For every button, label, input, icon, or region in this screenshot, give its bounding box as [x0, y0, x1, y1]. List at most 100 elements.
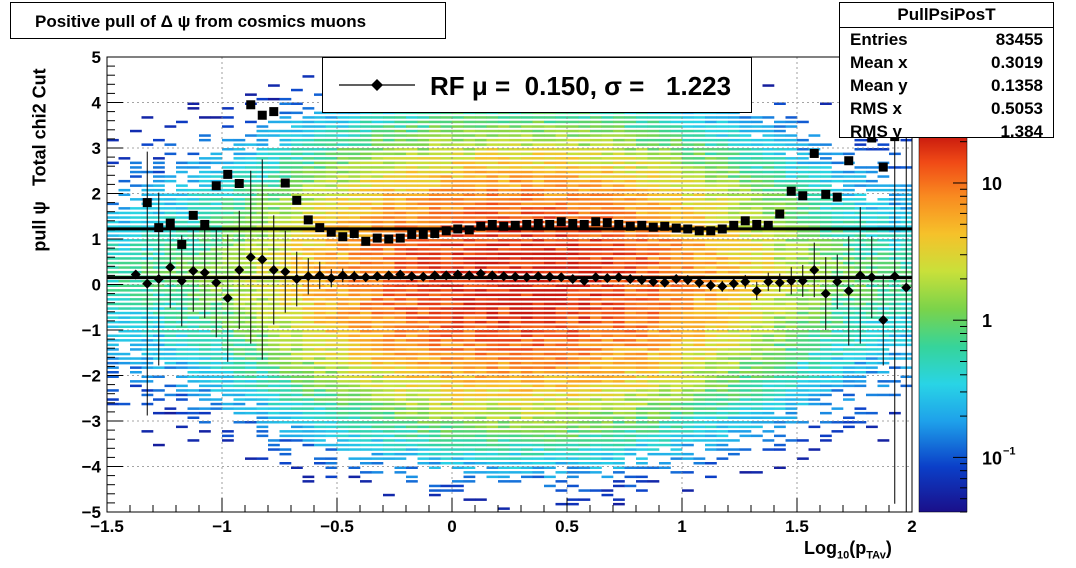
- heatmap-cell: [705, 298, 717, 301]
- heatmap-cell: [302, 184, 315, 187]
- heatmap-cell: [578, 175, 591, 178]
- heatmap-cell: [751, 243, 763, 247]
- heatmap-cell: [440, 184, 453, 187]
- heatmap-cell: [785, 234, 798, 237]
- heatmap-cell: [486, 134, 499, 137]
- heatmap-cell: [601, 170, 614, 174]
- heatmap-cell: [705, 143, 717, 146]
- heatmap-cell: [256, 425, 269, 429]
- heatmap-cell: [808, 348, 821, 351]
- heatmap-cell: [555, 289, 568, 292]
- heatmap-cell: [429, 266, 441, 269]
- heatmap-cell: [199, 198, 211, 201]
- heatmap-cell: [486, 421, 499, 424]
- heatmap-cell: [521, 307, 533, 310]
- heatmap-cell: [302, 298, 315, 301]
- heatmap-cell: [371, 334, 384, 337]
- heatmap-cell: [325, 334, 338, 337]
- heatmap-cell: [268, 361, 280, 365]
- heatmap-cell: [716, 239, 729, 242]
- heatmap-cell: [406, 343, 418, 347]
- heatmap-cell: [360, 425, 372, 429]
- heatmap-cell: [774, 384, 786, 388]
- heatmap-cell: [337, 293, 349, 297]
- heatmap-cell: [509, 411, 522, 415]
- heatmap-cell: [636, 439, 648, 442]
- heatmap-cell: [739, 138, 752, 142]
- heatmap-cell: [613, 134, 625, 137]
- heatmap-cell: [601, 448, 614, 451]
- heatmap-cell: [716, 402, 729, 406]
- heatmap-cell: [567, 462, 579, 465]
- heatmap-cell: [256, 434, 269, 438]
- heatmap-cell: [590, 457, 602, 460]
- heatmap-cell: [567, 257, 579, 260]
- heatmap-cell: [716, 266, 729, 269]
- heatmap-cell: [521, 384, 533, 388]
- heatmap-cell: [233, 357, 246, 360]
- heatmap-cell: [682, 129, 694, 133]
- heatmap-cell: [509, 202, 522, 206]
- heatmap-cell: [210, 348, 223, 351]
- heatmap-cell: [659, 462, 671, 465]
- heatmap-cell: [532, 475, 545, 479]
- heatmap-cell: [532, 339, 545, 342]
- heatmap-cell: [337, 343, 349, 347]
- heatmap-cell: [452, 325, 464, 328]
- heatmap-cell: [567, 134, 579, 137]
- heatmap-cell: [613, 361, 625, 365]
- heatmap-cell: [291, 434, 303, 438]
- heatmap-cell: [107, 161, 119, 165]
- heatmap-cell: [371, 248, 384, 251]
- heatmap-cell: [498, 116, 510, 119]
- heatmap-cell: [268, 393, 280, 397]
- heatmap-cell: [647, 152, 660, 156]
- heatmap-cell: [371, 184, 384, 187]
- heatmap-cell: [659, 389, 671, 392]
- heatmap-cell: [601, 143, 614, 146]
- heatmap-cell: [670, 389, 683, 392]
- heatmap-cell: [705, 439, 717, 442]
- heatmap-cell: [417, 402, 430, 406]
- heatmap-cell: [682, 257, 694, 260]
- heatmap-cell: [705, 302, 717, 306]
- heatmap-cell: [406, 184, 418, 187]
- heatmap-cell: [555, 452, 568, 456]
- heatmap-cell: [590, 261, 602, 265]
- heatmap-cell: [486, 334, 499, 337]
- heatmap-cell: [693, 175, 706, 178]
- heatmap-cell: [176, 384, 188, 388]
- heatmap-cell: [291, 170, 303, 174]
- heatmap-cell: [498, 471, 510, 474]
- heatmap-cell: [118, 284, 131, 287]
- heatmap-cell: [716, 443, 729, 447]
- heatmap-cell: [762, 352, 775, 356]
- heatmap-cell: [843, 384, 855, 388]
- heatmap-cell: [682, 371, 694, 374]
- heatmap-cell: [590, 211, 602, 215]
- heatmap-cell: [417, 161, 430, 165]
- heatmap-cell: [544, 452, 556, 456]
- heatmap-cell: [268, 166, 280, 169]
- heatmap-cell: [866, 184, 878, 187]
- heatmap-cell: [705, 148, 717, 151]
- heatmap-cell: [337, 330, 349, 333]
- heatmap-cell: [647, 138, 660, 142]
- heatmap-cell: [613, 170, 625, 174]
- heatmap-cell: [567, 157, 579, 160]
- heatmap-cell: [486, 143, 499, 146]
- heatmap-cell: [532, 143, 545, 146]
- heatmap-cell: [567, 361, 579, 365]
- heatmap-cell: [716, 120, 729, 124]
- heatmap-cell: [728, 120, 740, 124]
- heatmap-cell: [532, 348, 545, 351]
- heatmap-cell: [866, 220, 878, 224]
- heatmap-cell: [164, 198, 177, 201]
- heatmap-cell: [578, 352, 591, 356]
- heatmap-cell: [532, 248, 545, 251]
- heatmap-cell: [785, 220, 798, 224]
- heatmap-cell: [636, 216, 648, 219]
- heatmap-cell: [268, 325, 280, 328]
- heatmap-cell: [590, 239, 602, 242]
- heatmap-cell: [394, 216, 407, 219]
